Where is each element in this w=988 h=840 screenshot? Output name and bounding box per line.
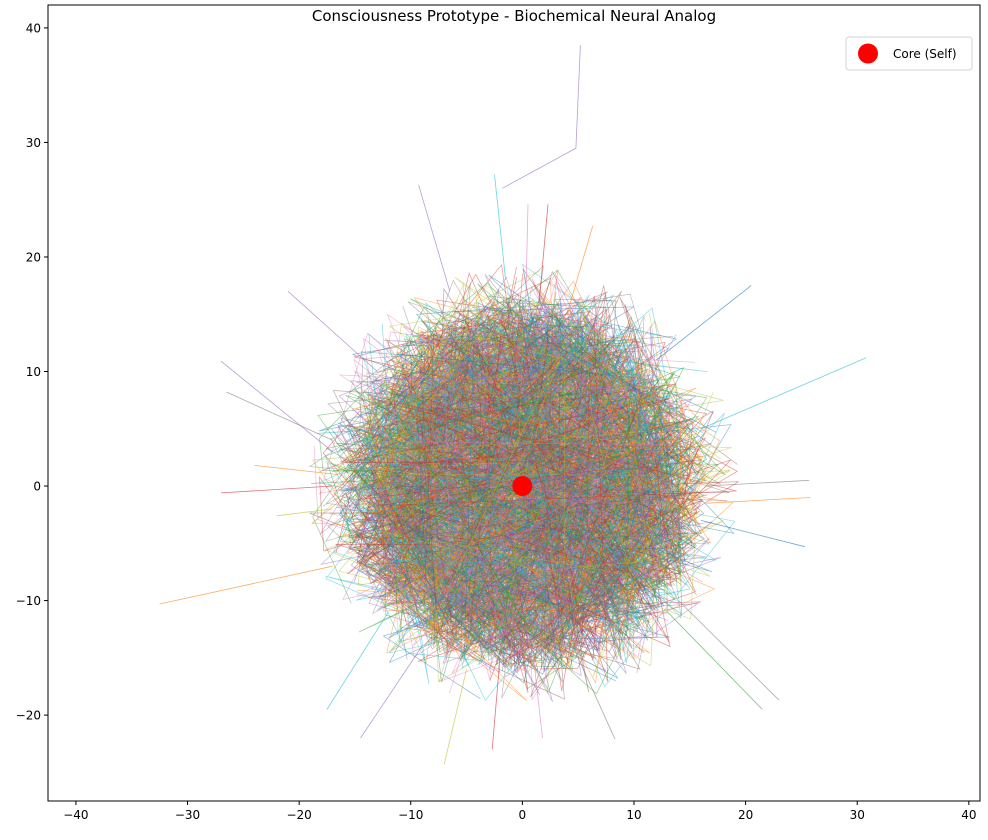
trajectory-layer bbox=[159, 45, 867, 765]
y-tick-label: 0 bbox=[33, 480, 41, 494]
trajectory-line bbox=[312, 301, 714, 677]
outlier-trajectory bbox=[226, 391, 333, 441]
outlier-trajectory bbox=[326, 611, 389, 710]
trajectory-line bbox=[349, 310, 704, 644]
plot-frame bbox=[47, 4, 981, 802]
outlier-trajectory bbox=[706, 497, 811, 504]
trajectory-line bbox=[318, 294, 659, 568]
outlier-trajectory bbox=[494, 174, 506, 280]
x-tick-label: 0 bbox=[519, 808, 527, 822]
legend-box bbox=[845, 36, 973, 71]
outlier-trajectory bbox=[656, 285, 752, 361]
outlier-trajectory bbox=[418, 184, 451, 292]
trajectory-line bbox=[367, 333, 690, 664]
trajectory-line bbox=[388, 295, 658, 681]
core-self-marker bbox=[512, 476, 533, 497]
outlier-trajectory bbox=[491, 657, 501, 750]
y-tick-label: 30 bbox=[26, 136, 41, 150]
trajectory-line bbox=[393, 291, 661, 695]
outlier-trajectory bbox=[700, 520, 805, 548]
trajectory-line bbox=[410, 355, 647, 664]
outlier-trajectory bbox=[220, 360, 333, 453]
trajectory-line bbox=[394, 299, 690, 611]
trajectory-line bbox=[373, 297, 695, 639]
trajectory-line bbox=[361, 330, 720, 567]
trajectory-line bbox=[336, 356, 710, 645]
outlier-trajectory bbox=[287, 291, 378, 372]
trajectory-line bbox=[382, 346, 696, 609]
x-tick-label: −30 bbox=[175, 808, 200, 822]
legend: Core (Self) bbox=[845, 36, 973, 71]
chart-title: Consciousness Prototype - Biochemical Ne… bbox=[312, 7, 716, 25]
x-tick-label: 10 bbox=[626, 808, 641, 822]
outlier-trajectory bbox=[276, 508, 333, 517]
trajectory-line bbox=[319, 325, 676, 636]
outlier-trajectory bbox=[700, 357, 867, 430]
trajectory-line bbox=[333, 391, 677, 638]
y-tick-label: −20 bbox=[16, 709, 41, 723]
outlier-trajectory bbox=[360, 646, 423, 739]
trajectory-line bbox=[339, 287, 699, 649]
y-tick-label: 20 bbox=[26, 250, 41, 264]
outlier-trajectory bbox=[667, 611, 763, 710]
outlier-trajectory bbox=[525, 204, 529, 303]
legend-core-marker bbox=[858, 43, 878, 64]
x-tick-label: −40 bbox=[63, 808, 88, 822]
outlier-trajectory bbox=[538, 204, 549, 303]
outlier-trajectory bbox=[502, 45, 581, 189]
y-tick-label: 10 bbox=[26, 365, 41, 379]
outlier-trajectory bbox=[706, 479, 810, 487]
legend-core-label: Core (Self) bbox=[893, 47, 957, 61]
trajectory-line bbox=[365, 333, 676, 662]
x-axis: −40 −30 −20 −10 0 10 20 30 40 bbox=[63, 801, 976, 822]
x-tick-label: 30 bbox=[850, 808, 865, 822]
outlier-trajectory bbox=[220, 485, 333, 494]
outlier-trajectory bbox=[678, 600, 780, 701]
outlier-trajectory bbox=[566, 225, 594, 315]
y-axis: −20 −10 0 10 20 30 40 bbox=[16, 21, 48, 723]
x-tick-label: 40 bbox=[961, 808, 976, 822]
trajectory-line bbox=[362, 263, 684, 632]
outlier-trajectory bbox=[254, 465, 339, 475]
trajectory-line bbox=[352, 320, 735, 534]
y-tick-label: −10 bbox=[16, 594, 41, 608]
x-tick-label: −10 bbox=[398, 808, 423, 822]
outlier-trajectory bbox=[533, 657, 543, 739]
trajectory-line bbox=[379, 329, 686, 656]
trajectory-line bbox=[387, 340, 705, 661]
y-tick-label: 40 bbox=[26, 21, 41, 35]
x-tick-label: −20 bbox=[286, 808, 311, 822]
outlier-trajectory bbox=[577, 657, 616, 740]
outlier-trajectory bbox=[443, 669, 467, 765]
core-layer bbox=[512, 476, 533, 497]
trajectory-line bbox=[356, 320, 669, 610]
outlier-trajectory bbox=[159, 565, 333, 605]
x-tick-label: 20 bbox=[738, 808, 753, 822]
